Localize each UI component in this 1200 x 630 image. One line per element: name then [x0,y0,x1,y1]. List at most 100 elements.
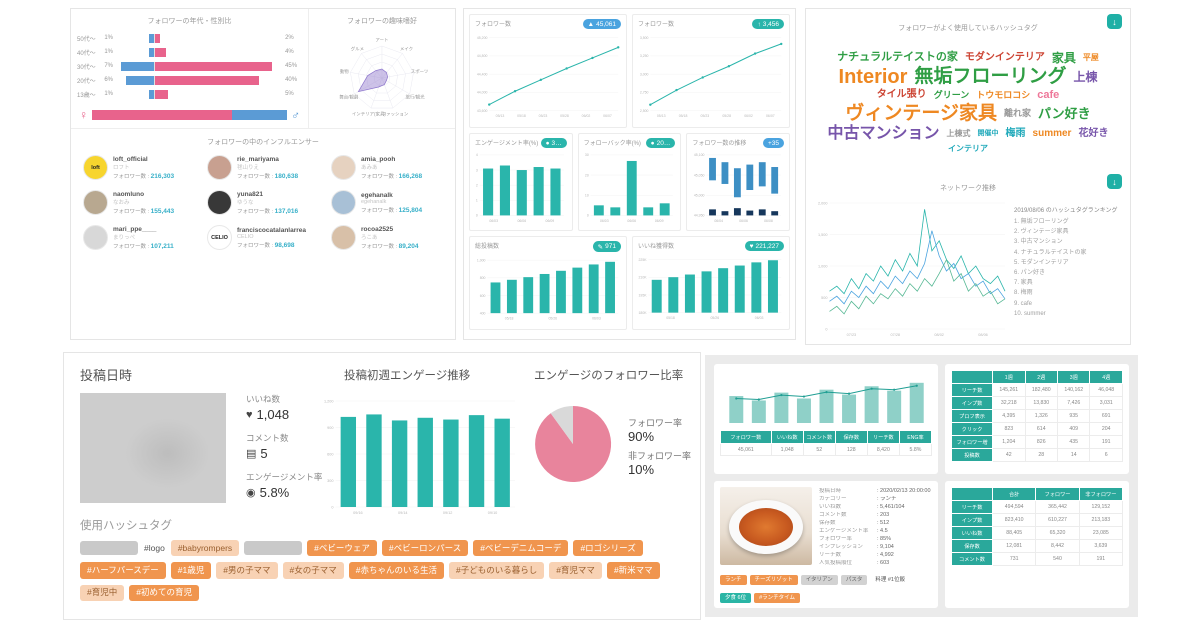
hashtag-cloud-word[interactable]: タイル張り [876,89,927,100]
hashtag-cloud-word[interactable]: ナチュラルテイストの家 [837,51,958,63]
badge-value: 20… [656,139,671,147]
hashtag-cloud-word[interactable]: グリーン [933,89,970,100]
svg-text:44,800: 44,800 [477,54,488,58]
influencer-card[interactable]: rocoa2525 ろこあ フォロワー数 : 89,204 [331,225,443,250]
svg-text:アート: アート [376,37,389,43]
follower-count-value: 216,303 [150,172,175,180]
table-row: クリック 823 614 409 204 [950,422,1123,436]
female-percentage: 4% [285,49,294,55]
table-cell: 140,162 [1056,383,1091,397]
hashtag-pill[interactable]: #babyrompers [170,540,240,557]
svg-text:05/23: 05/23 [701,114,710,118]
pie-legend-label: 非フォロワー率 [628,451,692,461]
hashtag-pill[interactable]: #育児ママ [549,562,602,579]
influencer-avatar: CELIO [207,225,232,250]
influencer-card[interactable]: naomluno なおみ フォロワー数 : 155,443 [83,190,195,215]
hashtag-pill[interactable]: #1歳児 [170,562,212,579]
hashtag-pill[interactable]: #ベビーウェア [307,540,377,557]
hashtag-cloud-word[interactable]: 平屋 [1082,52,1099,62]
female-percentage: 2% [285,35,294,41]
influencer-card[interactable]: yuna821 ゆうな フォロワー数 : 137,016 [207,190,319,215]
influencer-card[interactable]: CELIO franciscocatalanlarrea CELIO フォロワー数 :… [207,225,319,250]
influencer-avatar [331,225,356,250]
table-row: 保存数 12,081 8,442 3,639 [950,539,1124,553]
row-header: インプ数 [950,513,994,527]
category-tag[interactable]: イタリアン [800,574,838,585]
hashtag-cloud-word[interactable]: cafe [1037,88,1060,101]
hashtag-cloud-word[interactable]: 開催中 [977,130,999,137]
hashtag-pill[interactable]: #logo [144,542,165,553]
download-icon[interactable]: ↓ [1107,174,1122,189]
hashtag-pill[interactable] [80,541,138,556]
hashtag-pill[interactable]: #育児中 [80,584,125,602]
hashtag-cloud-word[interactable]: パン好き [1037,105,1091,121]
hashtag-pill[interactable]: #男の子ママ [216,562,278,579]
svg-text:動物: 動物 [340,68,349,75]
svg-text:45,100: 45,100 [694,153,705,157]
hashtag-pill[interactable]: #赤ちゃんのいる生活 [348,562,444,579]
metric-card: フォロワー数の推移 +35 45,100 45,050 45,000 44,950 06/0… [686,133,790,231]
category-tag[interactable]: パスタ [840,574,868,585]
hashtag-pill[interactable]: #初めての育児 [129,584,199,602]
influencer-card[interactable]: egehanalk egehanalk フォロワー数 : 125,804 [331,190,443,215]
category-tag[interactable]: 夕食 6位 [720,592,752,603]
hashtag-cloud-word[interactable]: 上棟 [1073,69,1098,84]
hashtag-cloud-word[interactable]: 家具 [1051,50,1076,65]
metric-chart: 4 3 2 1 0 06/03 06/06 06/09 [476,153,564,223]
table-cell: 540 [1035,552,1080,566]
download-icon[interactable]: ↓ [1107,14,1122,29]
age-gender-row: 30代〜 7% 45% [77,59,302,73]
hashtag-cloud-word[interactable]: summer [1032,127,1072,139]
hashtag-cloud-word[interactable]: インテリア [948,143,988,153]
hashtag-cloud-word[interactable]: 上棟式 [946,128,971,138]
svg-text:スポーツ: スポーツ [411,68,429,74]
female-icon: ♀ [79,108,88,122]
metric-chart: 1,000 800 600 400 05/18 05/26 06/03 [477,258,619,321]
hashtag-pill[interactable]: #ロゴシリーズ [573,540,643,557]
hashtag-pill[interactable]: #女の子ママ [282,562,344,579]
male-bar-zone [115,75,156,85]
table-cell: 46,048 [1089,383,1123,397]
influencer-card[interactable]: mari_ppe____ まりっぺ フォロワー数 : 107,211 [83,225,195,250]
category-tag[interactable]: 料理 #1位飯 [875,576,905,583]
hashtag-cloud-word[interactable]: 梅雨 [1005,127,1026,139]
table-cell: 42 [992,448,1026,462]
stat-label: コメント数 [246,433,289,443]
hashtag-cloud-word[interactable]: 花好き [1078,127,1109,139]
hashtag-cloud-word[interactable]: ヴィンテージ家具 [845,102,997,124]
hashtag-cloud-word[interactable]: モダンインテリア [964,51,1045,63]
category-tag[interactable]: #ランチタイム [754,592,801,603]
post-image-placeholder[interactable] [80,393,226,503]
hashtag-cloud-word[interactable]: Interior [838,65,908,88]
category-tag[interactable]: ランチ [720,574,747,585]
influencer-follower-count: フォロワー数 : 89,204 [361,242,418,250]
table-cell: 409 [1056,422,1091,436]
row-header: いいね数 [950,526,994,540]
pie-legend-value: 10% [628,462,655,477]
influencer-card[interactable]: rie_mariyama 毬山りえ フォロワー数 : 180,638 [207,155,319,180]
panel-follower-metrics: フォロワー数 ▲ 45,061 45,200 44,800 44,400 44,000 43,… [463,8,796,340]
svg-text:06/06: 06/06 [517,219,526,223]
hashtag-cloud-word[interactable]: 離れ家 [1003,107,1031,118]
metric-card-header: フォローバック率(%) ● 20… [584,138,676,148]
hashtag-pill[interactable]: #新米ママ [606,562,660,579]
svg-text:08/06: 08/06 [978,333,988,337]
hashtag-pill[interactable]: #ベビーデニムコーデ [473,540,569,557]
card-audience-table: 合計 フォロワー 非フォロワー リーチ数 494,594 365,442 129,152 イン… [945,481,1129,608]
hashtag-pill[interactable]: #ベビーロンパース [381,540,469,557]
hashtag-cloud-word[interactable]: 中古マンション [827,124,940,142]
influencer-card[interactable]: amia_pooh あみあ フォロワー数 : 166,268 [331,155,443,180]
ranking-item: 3. 中古マンション [1014,239,1063,246]
svg-text:3,250: 3,250 [640,54,649,58]
male-bar [149,33,155,43]
hashtag-pill[interactable]: #ハーフバースデー [80,562,166,579]
hashtag-cloud-word[interactable]: トウモロコシ [976,89,1031,100]
hashtag-pill[interactable]: #子どものいる暮らし [448,562,545,579]
demographics-top-row: フォロワーの年代・性別比 50代〜 1% 2% 40代〜 1% 4% 30代〜 7% 45% 20… [71,9,455,129]
hashtag-pill[interactable] [244,541,303,556]
influencer-card[interactable]: loft loft_official ロフト フォロワー数 : 216,303 [83,155,195,180]
influencer-subtitle: ロフト [113,164,130,171]
age-gender-row: 20代〜 6% 40% [77,73,302,87]
category-tag[interactable]: チーズリゾット [749,574,798,585]
hashtag-cloud-word[interactable]: 無垢フローリング [914,66,1067,87]
